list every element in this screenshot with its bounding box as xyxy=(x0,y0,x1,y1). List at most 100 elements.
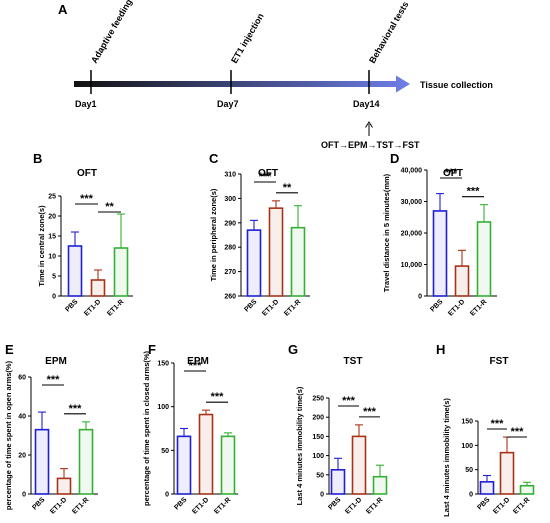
chart-title-e: EPM xyxy=(45,356,67,367)
bar-f-0 xyxy=(176,435,192,495)
chart-title-c: OFT xyxy=(258,168,278,179)
bar-c-2 xyxy=(290,226,306,297)
y-tick-label-h: 100 xyxy=(461,443,473,450)
y-tick-label-c: 290 xyxy=(224,220,236,227)
x-tick-label-g: ET1-D xyxy=(344,496,363,515)
bar-d-0 xyxy=(432,210,448,297)
chart-title-h: FST xyxy=(490,356,509,367)
bar-g-2 xyxy=(372,475,388,495)
significance-label-h: *** xyxy=(511,426,525,438)
bar-g-0 xyxy=(330,469,346,495)
bar-e-0 xyxy=(34,428,50,495)
y-tick-label-c: 300 xyxy=(224,196,236,203)
x-tick-label-b: PBS xyxy=(64,298,79,313)
significance-label-e: *** xyxy=(47,374,61,386)
chart-title-d: OFT xyxy=(443,168,463,179)
y-axis-label-f: percentage of time spent in closed arms(… xyxy=(142,350,151,506)
y-tick-label-h: 50 xyxy=(465,467,473,474)
y-tick-label-b: 10 xyxy=(48,254,56,261)
y-tick-label-d: 10,000 xyxy=(401,262,423,269)
y-tick-label-e: 40 xyxy=(18,414,26,421)
significance-label-b: *** xyxy=(80,193,94,205)
event-adaptive-feeding: Adaptive feeding xyxy=(89,0,134,65)
panel-label-c: C xyxy=(209,151,219,166)
timeline-panel: A Adaptive feeding ET1 injection Behavio… xyxy=(58,0,493,150)
significance-label-h: *** xyxy=(491,418,505,430)
up-arrow-icon xyxy=(365,121,373,128)
significance-label-g: *** xyxy=(342,395,356,407)
y-tick-label-g: 100 xyxy=(312,453,324,460)
x-tick-label-f: PBS xyxy=(173,496,188,511)
x-tick-label-b: ET1-R xyxy=(106,298,125,317)
panel-label-g: G xyxy=(288,342,298,357)
y-tick-label-c: 270 xyxy=(224,269,236,276)
bar-h-0 xyxy=(479,481,495,495)
x-tick-label-h: ET1-R xyxy=(512,496,531,515)
event-et1-injection: ET1 injection xyxy=(229,11,266,65)
chart-title-b: OFT xyxy=(77,168,97,179)
x-tick-label-f: ET1-R xyxy=(213,496,232,515)
bar-h-1 xyxy=(499,451,515,495)
x-tick-label-d: PBS xyxy=(429,298,444,313)
x-tick-label-e: ET1-R xyxy=(71,496,90,515)
significance-label-g: *** xyxy=(363,406,377,418)
x-tick-label-e: PBS xyxy=(31,496,46,511)
y-tick-label-f: 50 xyxy=(161,448,169,455)
event-behavioral-tests: Behavioral tests xyxy=(367,0,410,65)
bar-h-2 xyxy=(519,484,535,495)
bar-c-0 xyxy=(246,229,262,297)
y-tick-label-f: 0 xyxy=(165,492,169,499)
y-tick-label-g: 50 xyxy=(316,472,324,479)
y-tick-label-c: 310 xyxy=(224,172,236,179)
y-axis-label-c: Time in peripheral zone(s) xyxy=(209,188,218,281)
y-tick-label-c: 280 xyxy=(224,245,236,252)
x-tick-label-b: ET1-D xyxy=(83,298,102,317)
bar-d-2 xyxy=(476,221,492,297)
y-axis-label-b: Time in central zone(s) xyxy=(37,205,46,287)
x-tick-label-c: ET1-D xyxy=(261,298,280,317)
panel-label-a: A xyxy=(58,2,68,17)
y-tick-label-d: 40,000 xyxy=(401,168,423,175)
y-axis-label-g: Last 4 minutes immobility time(s) xyxy=(295,386,304,505)
chart-panel-d: D OFT 0 10,000 20,000 30,000 40,000 Travel dist… xyxy=(382,151,497,318)
y-tick-label-b: 5 xyxy=(52,274,56,281)
milestone-day7: Day7 xyxy=(217,99,239,109)
y-tick-label-d: 0 xyxy=(418,294,422,301)
y-tick-label-g: 250 xyxy=(312,396,324,403)
significance-label-c: *** xyxy=(259,171,273,183)
y-tick-label-f: 150 xyxy=(157,361,169,368)
y-tick-label-b: 25 xyxy=(48,194,56,201)
x-tick-label-h: ET1-D xyxy=(492,496,511,515)
chart-title-f: EPM xyxy=(187,356,209,367)
x-tick-label-f: ET1-D xyxy=(191,496,210,515)
chart-panel-f: F EPM 0 50 100 150 percentage of time spent in… xyxy=(142,342,238,516)
y-tick-label-h: 0 xyxy=(469,492,473,499)
significance-label-f: *** xyxy=(189,360,203,372)
chart-panel-c: C OFT 260 270 280 290 300 310 Time in peripheral… xyxy=(209,151,310,318)
bar-c-1 xyxy=(268,207,284,297)
x-tick-label-g: ET1-R xyxy=(365,496,384,515)
x-tick-label-e: ET1-D xyxy=(49,496,68,515)
x-tick-label-d: ET1-D xyxy=(447,298,466,317)
y-axis-label-e: percentage of time spent in open arms(%) xyxy=(4,360,13,510)
significance-label-c: ** xyxy=(283,182,292,194)
panel-label-d: D xyxy=(390,151,399,166)
x-tick-label-h: PBS xyxy=(476,496,491,511)
y-tick-label-h: 150 xyxy=(461,419,473,426)
bar-b-2 xyxy=(113,247,129,297)
bar-b-0 xyxy=(67,245,83,297)
y-tick-label-b: 15 xyxy=(48,234,56,241)
y-tick-label-g: 150 xyxy=(312,434,324,441)
x-tick-label-g: PBS xyxy=(327,496,342,511)
test-sequence: OFT→EPM→TST→FST xyxy=(321,140,420,150)
tissue-collection-label: Tissue collection xyxy=(420,80,493,90)
significance-label-e: *** xyxy=(69,403,83,415)
panel-label-f: F xyxy=(148,342,156,357)
bar-e-2 xyxy=(78,428,94,495)
significance-label-f: *** xyxy=(211,391,225,403)
y-tick-label-g: 200 xyxy=(312,415,324,422)
y-axis-label-d: Travel distance in 5 minutes(mm) xyxy=(382,173,391,292)
